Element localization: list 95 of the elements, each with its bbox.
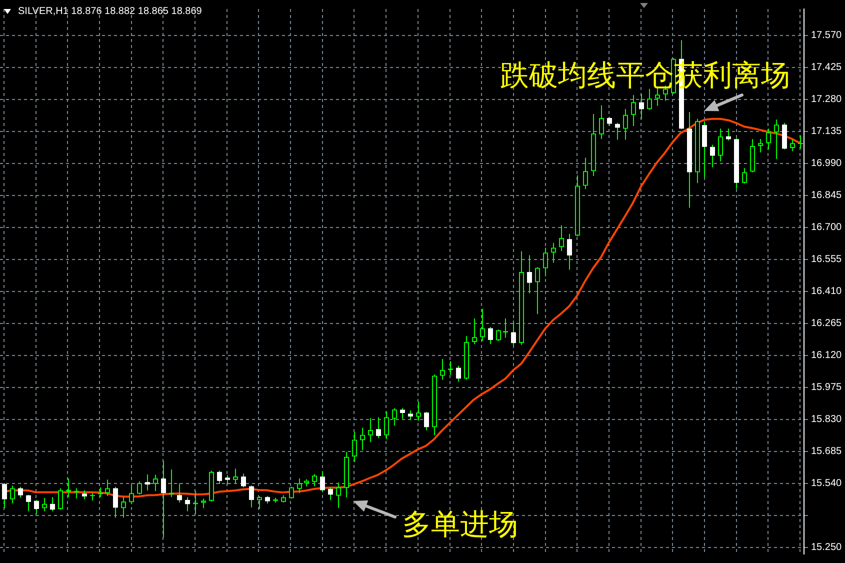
candlestick [336, 482, 341, 508]
candlestick [217, 470, 222, 485]
y-tick-label: 17.425 [811, 62, 842, 74]
candlestick [82, 490, 87, 500]
y-tick-label: 17.280 [811, 94, 842, 106]
candlestick [225, 474, 230, 485]
y-tick-label: 16.700 [811, 222, 842, 234]
candlestick [535, 266, 540, 315]
candlestick [639, 93, 644, 120]
candlestick [50, 496, 55, 512]
candlestick [456, 365, 461, 382]
y-tick-label: 17.135 [811, 126, 842, 138]
y-tick-label: 15.685 [811, 446, 842, 458]
candlestick [360, 427, 365, 451]
candlestick [758, 138, 763, 153]
y-tick-label: 16.990 [811, 158, 842, 170]
annotation: 多单进场 [402, 506, 518, 542]
y-tick-label: 17.570 [811, 30, 842, 42]
candlestick [599, 104, 604, 140]
candlestick [766, 128, 771, 150]
candlestick [631, 94, 636, 126]
y-tick-label: 15.975 [811, 382, 842, 394]
candlestick [416, 401, 421, 422]
candlestick [249, 484, 254, 508]
candlestick [257, 496, 262, 510]
candlestick [496, 329, 501, 342]
candlestick [742, 168, 747, 184]
chart-title: SILVER,H1 18.876 18.882 18.865 18.869 [18, 5, 202, 19]
candlestick [647, 88, 652, 110]
candlestick [384, 411, 389, 440]
candlestick [551, 242, 556, 264]
candlestick [241, 473, 246, 488]
candlestick [511, 320, 516, 346]
y-tick-label: 16.845 [811, 190, 842, 202]
candlestick [312, 474, 317, 487]
candlestick [607, 116, 612, 126]
candlestick [169, 468, 174, 498]
candlestick [472, 318, 477, 345]
candlestick [543, 247, 548, 277]
candlestick [58, 488, 63, 510]
y-tick-label: 15.540 [811, 478, 842, 490]
candlestick [320, 471, 325, 493]
candlestick [153, 474, 158, 492]
candlestick [448, 360, 453, 376]
candlestick [583, 157, 588, 190]
candlestick [400, 408, 405, 420]
candlestick [137, 480, 142, 495]
candlestick [145, 474, 150, 491]
candlestick [18, 486, 23, 498]
candlestick [26, 494, 31, 512]
y-tick-label: 16.555 [811, 254, 842, 266]
candlestick [328, 486, 333, 501]
candlestick [121, 496, 126, 518]
y-tick-label: 16.265 [811, 318, 842, 330]
candlestick [185, 496, 190, 512]
candlestick [710, 144, 715, 168]
candlestick [105, 479, 110, 496]
candlestick [129, 484, 134, 505]
candlestick [488, 326, 493, 345]
candlestick [10, 485, 15, 504]
candlestick [34, 499, 39, 514]
candlestick [440, 358, 445, 380]
candlestick [352, 431, 357, 462]
candlestick [702, 120, 707, 178]
candlestick [615, 122, 620, 140]
candlestick [567, 233, 572, 270]
candlestick [177, 482, 182, 504]
candlestick [480, 308, 485, 342]
candlestick [408, 410, 413, 421]
candlestick [774, 119, 779, 160]
y-tick-label: 15.250 [811, 542, 842, 554]
candlestick [424, 411, 429, 431]
y-tick-label: 16.410 [811, 286, 842, 298]
y-tick-label: 15.830 [811, 414, 842, 426]
candlestick [233, 468, 238, 485]
candlestick [527, 254, 532, 294]
y-tick-label: 16.120 [811, 350, 842, 362]
candlestick [798, 135, 803, 150]
candlestick [2, 482, 7, 509]
candlestick [750, 138, 755, 173]
candlestick [297, 478, 302, 494]
candlestick [718, 128, 723, 162]
candlestick [161, 460, 166, 538]
candlestick [623, 108, 628, 140]
candlestick [201, 498, 206, 509]
candlestick [790, 139, 795, 152]
candlestick [113, 486, 118, 518]
candlestick [559, 224, 564, 252]
candlestick [66, 478, 71, 498]
candlestick [368, 418, 373, 443]
candlestick [503, 318, 508, 338]
candlestick [42, 497, 47, 512]
candlestick [376, 416, 381, 439]
candlestick [392, 408, 397, 426]
candlestick [289, 486, 294, 500]
